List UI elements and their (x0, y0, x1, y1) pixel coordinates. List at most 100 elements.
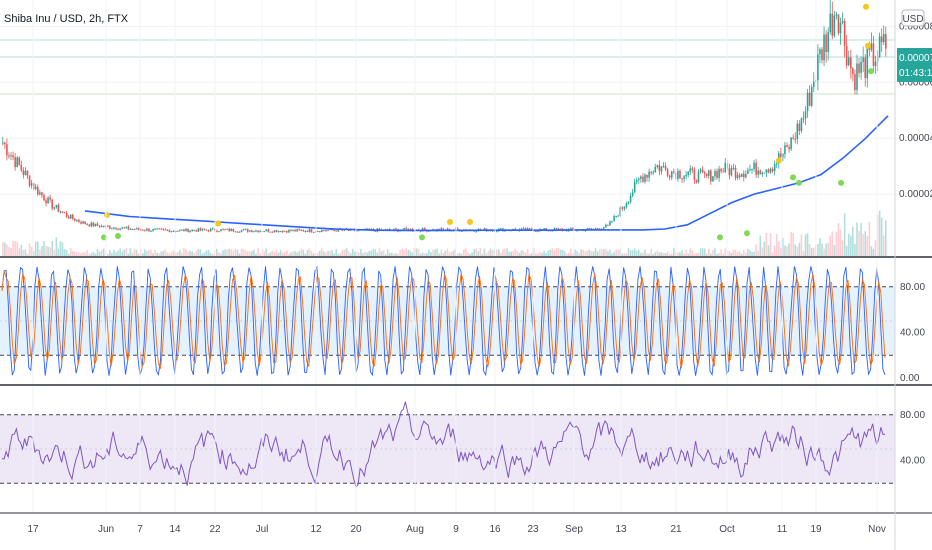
candle-body (615, 215, 617, 217)
volume-bar (804, 234, 807, 256)
candle-body (119, 228, 121, 230)
candle-body (318, 231, 321, 233)
candle-body (321, 229, 323, 232)
volume-bar (255, 253, 257, 256)
volume-bar (473, 249, 475, 256)
volume-bar (14, 241, 16, 256)
volume-bar (224, 249, 226, 256)
volume-bar (456, 253, 459, 256)
time-axis-tick-label: Nov (868, 524, 886, 535)
volume-bar (232, 250, 235, 256)
volume-bar (423, 253, 426, 256)
volume-bar (576, 251, 578, 256)
oscillator-axis-tick-label: 40.00 (900, 455, 925, 466)
volume-bar (265, 248, 268, 256)
volume-bar (823, 248, 825, 256)
volume-bar (36, 241, 39, 256)
candle-body (607, 224, 609, 226)
volume-bar (705, 253, 708, 256)
volume-bar (800, 234, 803, 256)
volume-bar (683, 253, 685, 256)
volume-bar (426, 252, 428, 256)
volume-bar (872, 248, 875, 256)
volume-bar (341, 249, 344, 256)
volume-bar (810, 247, 813, 256)
candle-body (263, 231, 266, 233)
time-axis-tick-label: 16 (489, 524, 501, 535)
volume-bar (485, 253, 488, 256)
candle-body (16, 157, 19, 168)
volume-bar (689, 248, 692, 256)
volume-bar (775, 234, 778, 256)
volume-bar (269, 252, 272, 256)
candle-body (823, 34, 825, 61)
candle-body (137, 227, 140, 230)
volume-bar (716, 253, 718, 256)
volume-bar (670, 253, 673, 256)
candle-body (300, 229, 303, 231)
volume-bar (656, 250, 659, 256)
candle-body (775, 163, 778, 165)
candle-body (882, 33, 885, 43)
candle-body (623, 206, 626, 209)
candle-body (158, 228, 161, 230)
volume-bar (430, 251, 432, 256)
rsi-pane[interactable] (0, 401, 895, 489)
candle-body (255, 230, 257, 232)
candle-body (267, 229, 270, 232)
candle-body (86, 224, 88, 226)
volume-bar (201, 253, 204, 256)
time-axis-tick-label: 20 (350, 524, 362, 535)
candle-body (232, 228, 235, 232)
price-pane[interactable] (0, 0, 895, 256)
volume-bar (557, 248, 560, 256)
candle-body (740, 173, 743, 177)
volume-bar (273, 252, 276, 256)
currency-badge[interactable]: USD (901, 9, 925, 27)
volume-bar (693, 253, 696, 256)
volume-bar (487, 250, 490, 256)
candle-body (456, 228, 459, 230)
candle-body (197, 228, 200, 232)
candle-body (368, 228, 370, 230)
volume-bar (870, 246, 873, 256)
candle-body (244, 229, 247, 231)
volume-bar (8, 246, 10, 256)
candle-body (858, 63, 860, 73)
candle-body (253, 231, 255, 233)
volume-bar (251, 251, 253, 256)
volume-bar (738, 251, 741, 256)
candle-body (41, 192, 43, 196)
volume-bar (333, 253, 335, 256)
candle-body (537, 230, 539, 232)
candle-body (49, 197, 51, 200)
candle-body (687, 171, 690, 175)
volume-bar (55, 237, 58, 256)
volume-bar (275, 249, 278, 256)
candle-body (633, 181, 636, 193)
candle-body (403, 227, 405, 230)
candle-body (207, 230, 210, 232)
volume-bar (10, 248, 12, 256)
stochastic-pane[interactable] (0, 265, 895, 377)
volume-bar (209, 252, 212, 256)
volume-bar (666, 251, 669, 256)
volume-bar (321, 248, 323, 256)
candle-body (205, 229, 208, 231)
candle-body (876, 56, 879, 62)
volume-bar (152, 253, 154, 256)
volume-bar (594, 248, 597, 256)
candle-body (808, 92, 811, 106)
volume-bar (358, 252, 360, 256)
candle-body (576, 230, 578, 232)
candle-body (154, 228, 156, 230)
candle-body (164, 229, 167, 231)
volume-bar (611, 253, 613, 256)
candle-body (310, 229, 313, 232)
candle-body (847, 57, 850, 66)
candle-body (495, 231, 498, 233)
volume-bar (707, 249, 710, 256)
volume-bar (395, 253, 397, 256)
candle-body (189, 230, 191, 233)
